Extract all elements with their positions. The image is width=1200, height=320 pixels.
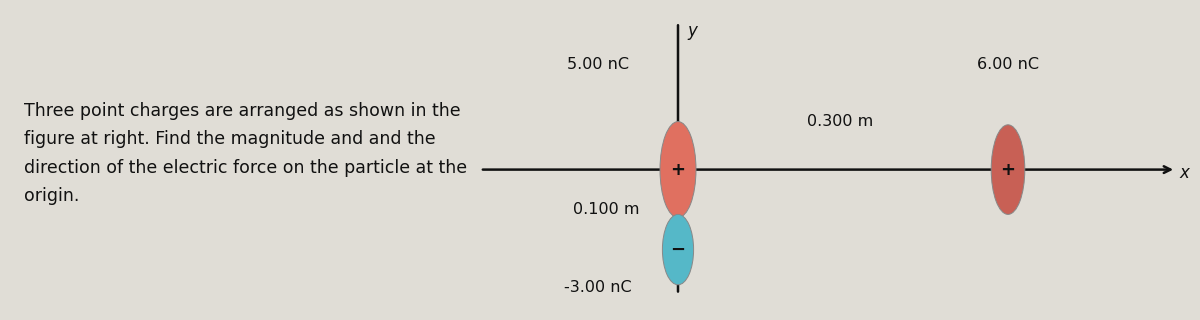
Text: x: x	[1180, 164, 1189, 182]
Text: Three point charges are arranged as shown in the
figure at right. Find the magni: Three point charges are arranged as show…	[24, 102, 467, 205]
Text: −: −	[671, 241, 685, 259]
Text: 0.100 m: 0.100 m	[572, 202, 640, 217]
Ellipse shape	[991, 125, 1025, 214]
Text: +: +	[671, 161, 685, 179]
Text: +: +	[1001, 161, 1015, 179]
Ellipse shape	[662, 214, 694, 285]
Text: 6.00 nC: 6.00 nC	[977, 57, 1039, 71]
Text: -3.00 nC: -3.00 nC	[564, 281, 631, 295]
Text: 5.00 nC: 5.00 nC	[566, 57, 629, 71]
Ellipse shape	[660, 122, 696, 218]
Text: y: y	[688, 22, 697, 40]
Text: 0.300 m: 0.300 m	[806, 114, 874, 129]
